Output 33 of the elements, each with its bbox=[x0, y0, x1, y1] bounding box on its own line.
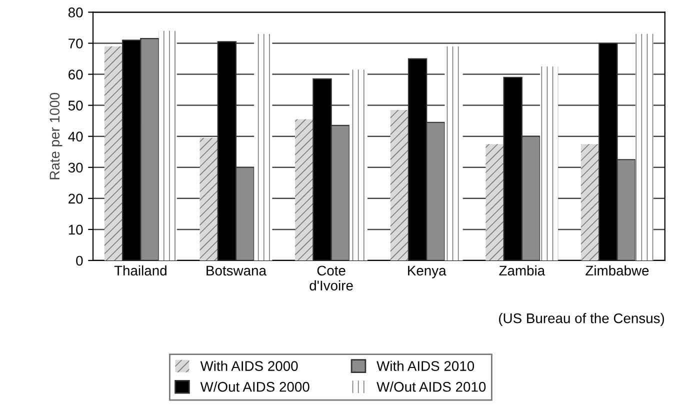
y-tick-label: 20 bbox=[68, 194, 83, 204]
y-tick-label: 40 bbox=[68, 132, 83, 142]
legend-label: W/Out AIDS 2000 bbox=[200, 382, 310, 392]
x-tick-label: Botswana bbox=[206, 266, 266, 276]
bar bbox=[581, 144, 600, 260]
bar bbox=[390, 110, 408, 260]
x-tick-label: Cote d'Ivoire bbox=[310, 266, 353, 291]
y-tick-label: 50 bbox=[68, 100, 83, 110]
bar bbox=[295, 119, 314, 260]
bar bbox=[349, 70, 368, 260]
bar bbox=[200, 138, 218, 260]
bar bbox=[635, 34, 654, 260]
bar bbox=[104, 46, 123, 260]
y-tick-label: 60 bbox=[68, 70, 83, 80]
x-tick-label: Kenya bbox=[408, 266, 446, 278]
y-axis-title: Rate per 1000 bbox=[50, 92, 62, 180]
y-tick-label: 70 bbox=[68, 38, 83, 48]
bar bbox=[444, 46, 463, 260]
x-tick-label: Zimbabwe bbox=[586, 265, 649, 276]
bar bbox=[254, 34, 272, 260]
text: (US Bureau of the Census) bbox=[499, 313, 664, 326]
y-tick-label: 30 bbox=[68, 162, 83, 173]
y-tick-label: 80 bbox=[68, 8, 83, 18]
legend-label: W/Out AIDS 2010 bbox=[376, 382, 486, 392]
bar bbox=[486, 144, 504, 260]
legend-label: With AIDS 2000 bbox=[200, 360, 298, 371]
bar bbox=[540, 66, 558, 260]
legend-label: With AIDS 2010 bbox=[376, 360, 474, 371]
bar bbox=[158, 30, 177, 260]
y-tick-label: 10 bbox=[68, 224, 83, 235]
x-tick-label: Zambia bbox=[499, 265, 546, 276]
x-tick-label: Thailand bbox=[114, 265, 166, 276]
y-tick-label: 0 bbox=[76, 256, 83, 266]
